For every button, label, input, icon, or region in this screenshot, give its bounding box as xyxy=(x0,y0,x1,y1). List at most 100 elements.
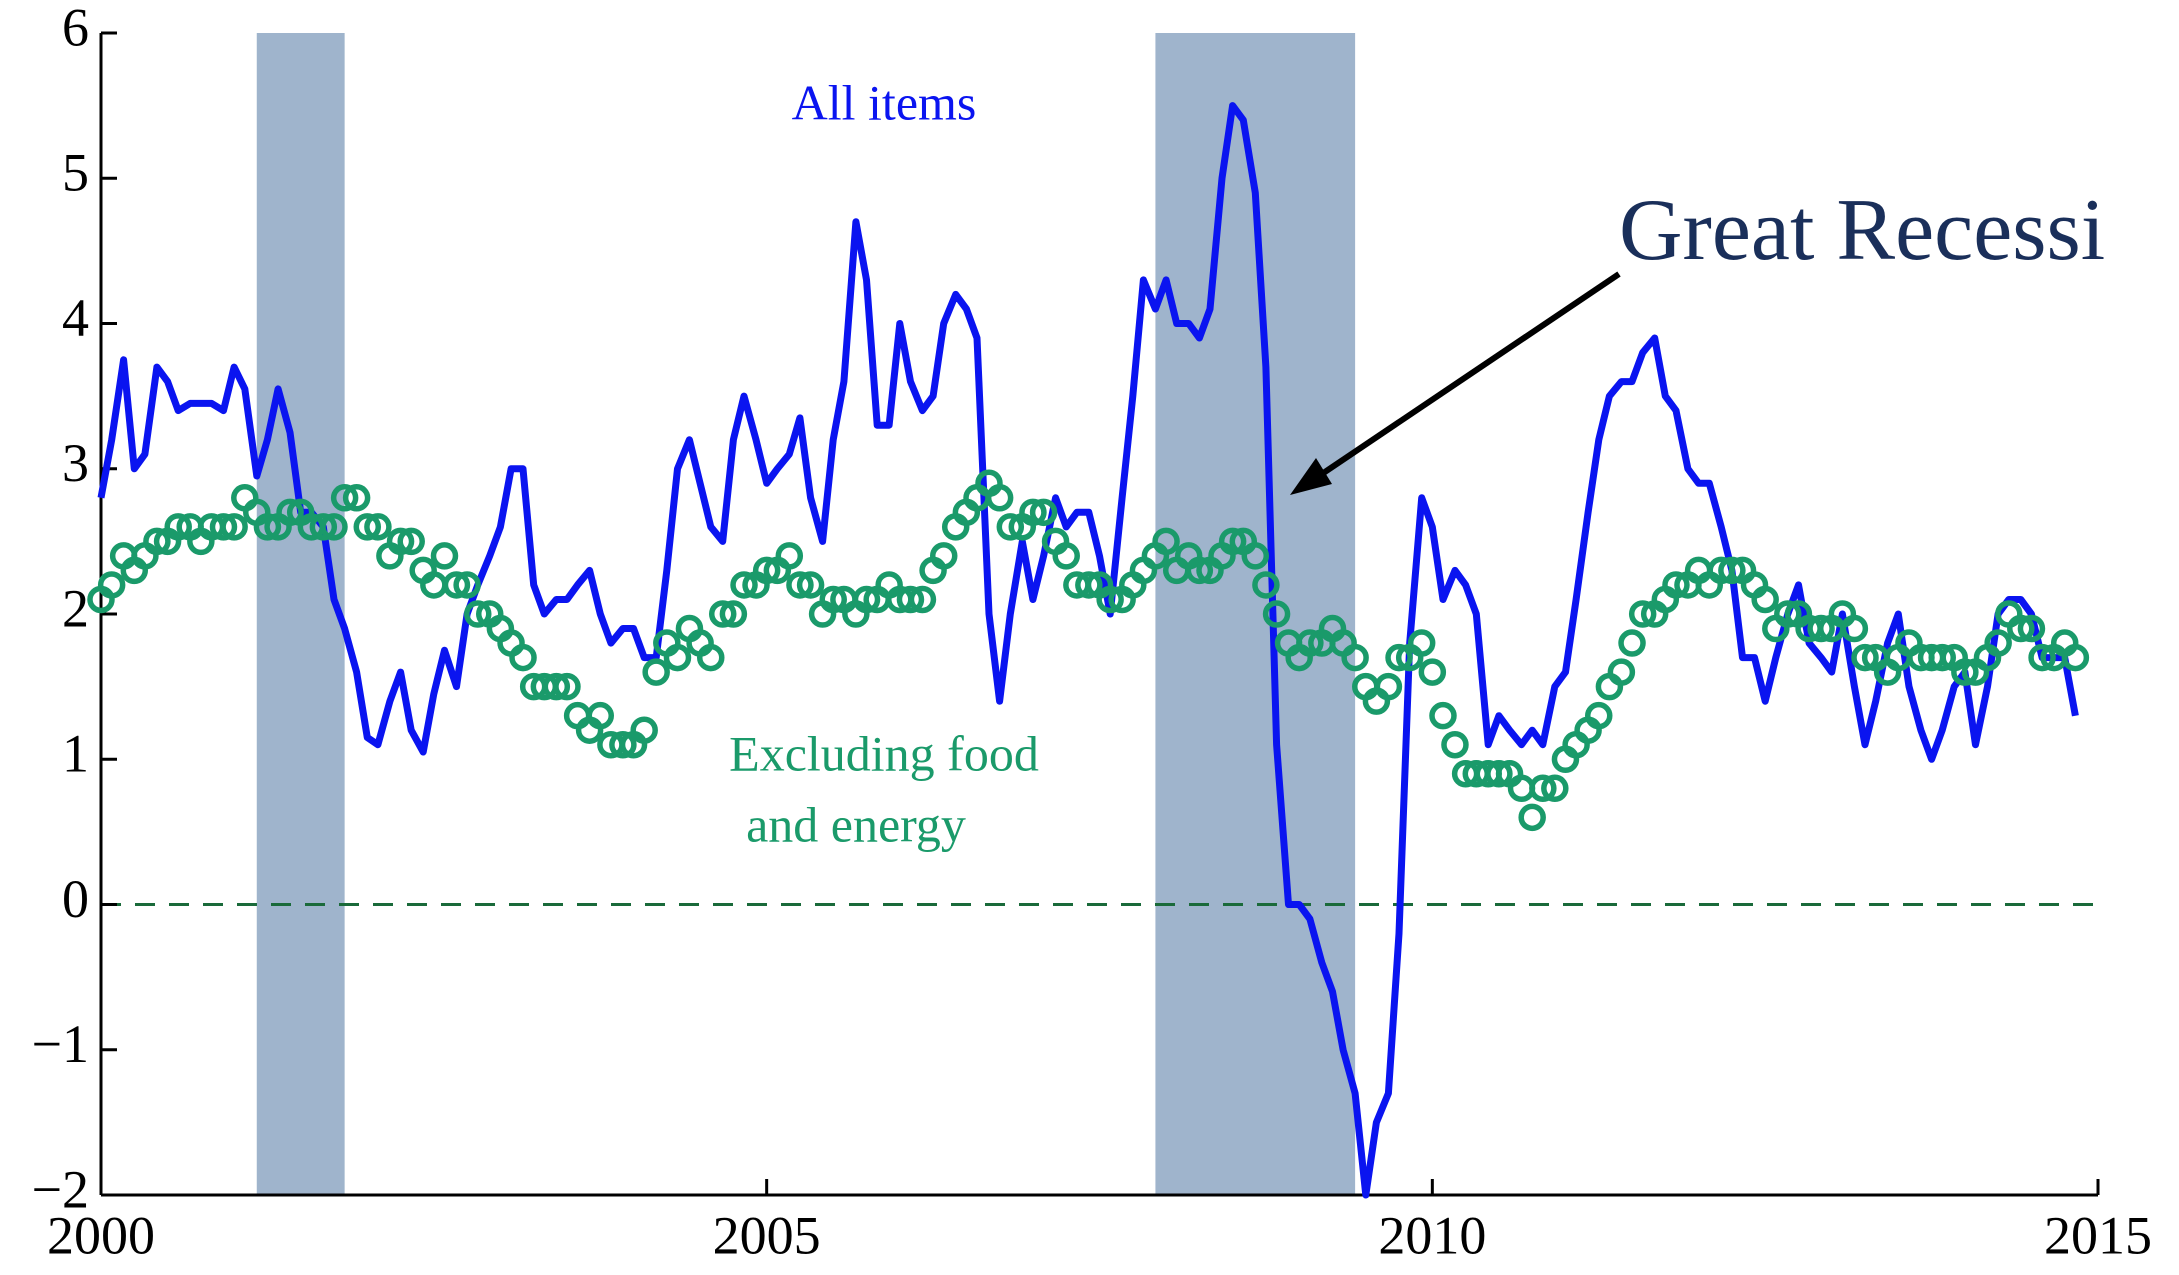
annotation: Excluding food xyxy=(729,725,1039,781)
x-tick-label: 2010 xyxy=(1378,1205,1486,1265)
core-marker xyxy=(586,701,614,730)
core-marker xyxy=(1385,643,1413,672)
y-tick-label: 1 xyxy=(62,724,89,784)
core-marker xyxy=(708,600,737,628)
core-marker xyxy=(1928,643,1956,672)
core-marker xyxy=(2028,643,2056,672)
core-marker xyxy=(430,542,459,570)
core-marker xyxy=(353,513,382,541)
core-marker xyxy=(786,571,814,599)
y-tick-label: 5 xyxy=(62,143,89,203)
core-marker xyxy=(364,513,392,541)
core-marker xyxy=(1262,600,1291,628)
core-marker xyxy=(276,498,304,527)
core-marker xyxy=(253,513,282,541)
core-marker xyxy=(2007,614,2035,643)
core-marker xyxy=(1152,527,1180,556)
all-items-line xyxy=(97,102,2079,1199)
x-tick-label: 2015 xyxy=(2044,1205,2152,1265)
core-marker xyxy=(1618,629,1646,657)
y-tick-label: 4 xyxy=(62,288,89,348)
core-marker xyxy=(609,730,637,759)
core-marker xyxy=(1075,571,1103,599)
core-marker xyxy=(985,484,1014,512)
core-marker xyxy=(697,643,725,672)
core-marker xyxy=(1774,600,1802,628)
y-tick-label: 0 xyxy=(62,869,89,929)
core-marker xyxy=(1662,571,1690,599)
core-marker xyxy=(164,513,192,541)
core-marker xyxy=(1840,614,1869,643)
core-marker xyxy=(1407,629,1436,657)
core-marker xyxy=(752,556,781,585)
arrow-head xyxy=(1290,458,1332,495)
arrow-shaft xyxy=(1308,271,1621,485)
core-marker xyxy=(630,716,658,744)
core-marker xyxy=(1751,585,1779,614)
core-marker xyxy=(1628,600,1657,628)
annotation: Great Recessi xyxy=(1619,182,2105,279)
core-marker xyxy=(1429,701,1457,730)
core-marker xyxy=(819,585,847,614)
core-marker xyxy=(642,658,670,686)
core-marker xyxy=(542,672,571,701)
core-marker xyxy=(397,527,425,556)
y-tick-label: −2 xyxy=(32,1159,89,1219)
core-marker xyxy=(719,600,748,628)
core-marker xyxy=(563,701,592,730)
core-marker xyxy=(453,571,481,599)
core-marker xyxy=(330,484,359,512)
core-marker xyxy=(1374,672,1403,701)
core-marker xyxy=(342,484,371,512)
core-marker xyxy=(231,484,259,512)
core-marker xyxy=(1096,585,1124,614)
core-marker xyxy=(1218,527,1247,556)
core-marker xyxy=(663,643,692,672)
core-marker xyxy=(908,585,937,614)
core-marker xyxy=(1518,803,1546,832)
core-marker xyxy=(852,585,881,614)
y-tick-label: 3 xyxy=(62,433,89,493)
annotation: and energy xyxy=(746,796,966,852)
core-marker xyxy=(320,513,348,541)
core-marker xyxy=(1585,701,1613,730)
core-marker xyxy=(775,542,804,570)
core-marker xyxy=(442,571,471,599)
core-marker xyxy=(1029,498,1058,527)
x-tick-label: 2000 xyxy=(47,1205,155,1265)
core-marker xyxy=(1019,498,1047,527)
core-marker xyxy=(1485,760,1513,788)
recession-band xyxy=(256,33,345,1195)
core-marker xyxy=(1984,629,2012,657)
core-marker xyxy=(1595,672,1624,701)
core-marker xyxy=(1541,774,1569,803)
core-marker xyxy=(309,513,338,541)
core-marker xyxy=(1341,643,1369,672)
annotation: All items xyxy=(792,74,977,130)
core-marker xyxy=(464,600,492,628)
core-marker xyxy=(1241,542,1270,570)
core-marker xyxy=(730,571,758,599)
core-marker xyxy=(1296,629,1324,657)
core-marker xyxy=(996,513,1025,541)
core-marker xyxy=(1529,774,1557,803)
core-marker xyxy=(796,571,825,599)
core-marker xyxy=(1607,658,1636,686)
core-marker xyxy=(929,542,958,570)
core-marker xyxy=(386,527,415,556)
core-marker xyxy=(1052,542,1080,570)
core-marker xyxy=(97,571,126,599)
core-marker xyxy=(553,672,581,701)
core-marker xyxy=(143,527,171,556)
core-marker xyxy=(1185,556,1214,585)
core-marker xyxy=(1718,556,1746,585)
y-tick-label: −1 xyxy=(32,1014,89,1074)
core-marker xyxy=(209,513,238,541)
core-marker xyxy=(1951,658,1979,686)
core-marker xyxy=(2061,643,2090,672)
core-marker xyxy=(220,513,248,541)
core-marker xyxy=(1418,658,1447,686)
x-tick-label: 2005 xyxy=(713,1205,821,1265)
core-marker xyxy=(1851,643,1879,672)
